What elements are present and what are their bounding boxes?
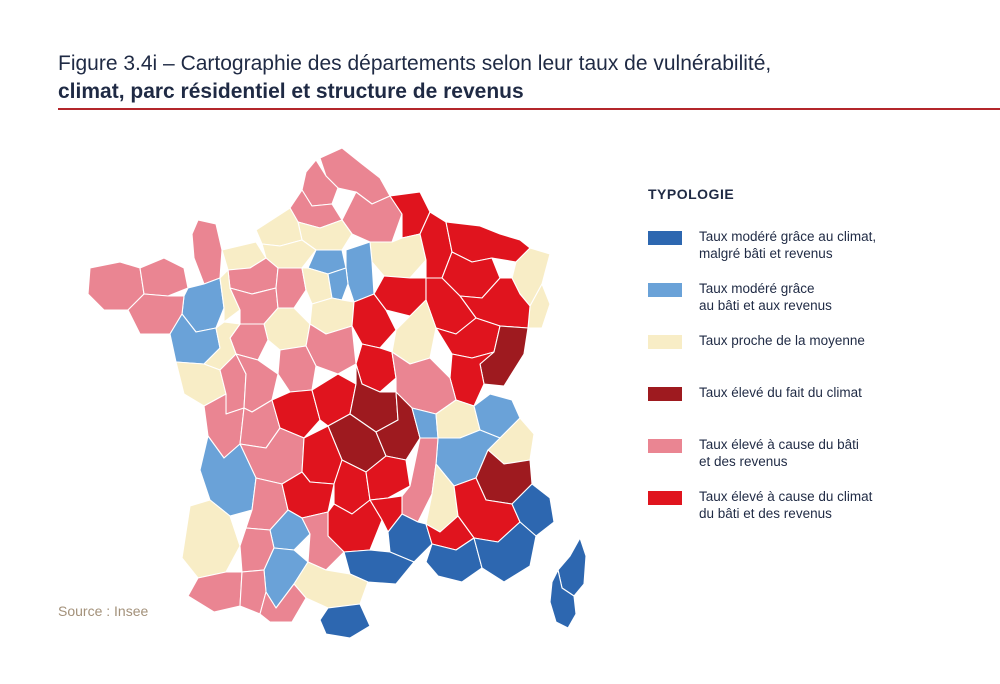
legend-label: Taux modéré grâce au climat, malgré bâti… [699,228,876,262]
legend-item-moderate-climate: Taux modéré grâce au climat, malgré bâti… [648,228,978,280]
legend-swatch-dark-blue [648,231,682,245]
source-note: Source : Insee [58,603,149,619]
dept-morbihan [127,293,185,335]
legend-label-line1: Taux proche de la moyenne [699,333,865,348]
map-svg [87,147,587,638]
legend-label-line1: Taux élevé du fait du climat [699,385,862,400]
legend-label-line1: Taux modéré grâce au climat, [699,229,877,244]
legend-label: Taux proche de la moyenne [699,332,865,349]
dept-bouches-du-rhone [425,537,483,583]
legend-label-line1: Taux élevé à cause du climat [699,489,873,504]
legend-label-line2: et des revenus [699,454,788,469]
legend-swatch-red [648,491,682,505]
dept-manche [191,219,223,285]
legend-label-line2: du bâti et des revenus [699,506,832,521]
dept-tarn [301,511,345,571]
legend-swatch-beige [648,335,682,349]
dept-pyrenees-atlantiques [187,571,243,613]
legend-swatch-light-blue [648,283,682,297]
legend-swatch-pink [648,439,682,453]
legend-item-moderate-building: Taux modéré grâce au bâti et aux revenus [648,280,978,332]
legend-label-line2: au bâti et aux revenus [699,298,832,313]
dept-corse-du-sud [549,569,577,629]
legend-item-high-climate: Taux élevé du fait du climat [648,384,978,436]
dept-seine-et-marne [345,241,375,303]
legend-item-high-all: Taux élevé à cause du climat du bâti et … [648,488,978,540]
legend-label-line1: Taux élevé à cause du bâti [699,437,859,452]
legend-label-line2: malgré bâti et revenus [699,246,833,261]
legend: TYPOLOGIE Taux modéré grâce au climat, m… [648,186,978,540]
dept-ariege [259,583,307,623]
legend-label: Taux élevé à cause du climat du bâti et … [699,488,872,522]
legend-swatch-dark-red [648,387,682,401]
dept-essonne [327,267,349,301]
legend-label-line1: Taux modéré grâce [699,281,815,296]
title-divider [58,108,1000,110]
legend-title: TYPOLOGIE [648,186,735,202]
figure-title: Figure 3.4i – Cartographie des départeme… [58,50,978,106]
legend-label: Taux élevé à cause du bâti et des revenu… [699,436,859,470]
legend-item-average: Taux proche de la moyenne [648,332,978,384]
dept-var [473,521,537,583]
dept-eure-et-loir [275,267,307,309]
title-line-1: Figure 3.4i – Cartographie des départeme… [58,52,772,75]
france-departments-map [80,138,600,638]
legend-item-high-building: Taux élevé à cause du bâti et des revenu… [648,436,978,488]
dept-landes [181,499,241,579]
legend-label: Taux élevé du fait du climat [699,384,862,401]
title-line-2: climat, parc résidentiel et structure de… [58,80,524,103]
legend-label: Taux modéré grâce au bâti et aux revenus [699,280,832,314]
dept-yvelines [301,267,333,305]
dept-cotes-armor [139,257,189,297]
dept-yonne [351,293,397,349]
dept-pyrenees-orientales [319,603,371,638]
